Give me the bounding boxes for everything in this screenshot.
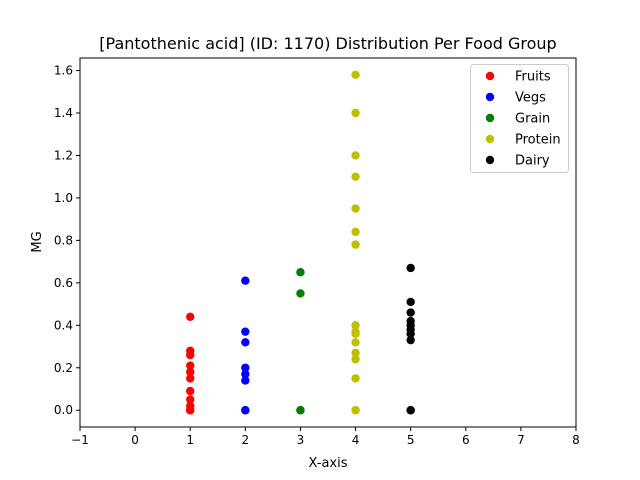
- legend-marker-vegs: [485, 92, 495, 102]
- legend-box: [470, 64, 569, 173]
- x-tick-label: 0: [131, 433, 139, 447]
- data-point-dairy: [406, 297, 415, 307]
- data-point-fruits: [186, 312, 195, 322]
- y-tick-label: 0.8: [54, 233, 73, 247]
- data-point-protein: [351, 338, 360, 347]
- data-point-dairy: [406, 316, 415, 326]
- legend-marker-grain: [485, 113, 495, 123]
- data-point-dairy: [406, 406, 415, 415]
- data-point-protein: [351, 240, 360, 249]
- data-point-protein: [351, 108, 360, 118]
- legend-marker-fruits: [485, 71, 495, 81]
- data-point-vegs: [241, 369, 250, 379]
- data-point-protein: [351, 374, 360, 383]
- chart-title: [Pantothenic acid] (ID: 1170) Distributi…: [99, 34, 556, 53]
- x-tick-label: 2: [242, 433, 250, 447]
- y-tick-label: 0.2: [54, 361, 73, 375]
- y-axis-ticks: 0.0 0.2 0.4 0.6 0.8 1.0 1.2 1.4 1.6: [54, 64, 80, 417]
- data-point-vegs: [241, 276, 250, 285]
- legend-label-fruits: Fruits: [515, 70, 551, 85]
- legend-label-protein: Protein: [515, 133, 561, 148]
- data-point-dairy: [406, 335, 415, 345]
- data-point-dairy: [406, 263, 415, 273]
- y-tick-label: 1.0: [54, 191, 73, 205]
- data-point-grain: [296, 268, 305, 277]
- data-point-fruits: [186, 361, 195, 370]
- x-axis-ticks: −1 0 1 2 3 4 5 6 7 8: [71, 427, 580, 447]
- x-axis-label: X-axis: [309, 456, 348, 471]
- data-point-dairy: [406, 308, 415, 317]
- x-tick-label: 5: [407, 433, 415, 447]
- legend-label-dairy: Dairy: [515, 154, 550, 169]
- data-point-fruits: [186, 367, 195, 377]
- legend: Fruits Vegs Grain Protein Dairy: [470, 64, 569, 173]
- x-tick-label: 3: [297, 433, 305, 447]
- legend-label-vegs: Vegs: [515, 91, 546, 106]
- y-tick-label: 1.4: [54, 106, 73, 120]
- data-point-protein: [351, 348, 360, 358]
- y-tick-label: 0.6: [54, 276, 73, 290]
- data-point-protein: [351, 172, 360, 181]
- y-tick-label: 1.2: [54, 148, 73, 162]
- data-point-protein: [351, 321, 360, 330]
- data-point-vegs: [241, 363, 250, 372]
- data-point-fruits: [186, 395, 195, 404]
- y-tick-label: 0.4: [54, 318, 73, 332]
- y-tick-label: 1.6: [54, 64, 73, 78]
- data-point-vegs: [241, 327, 250, 336]
- data-point-fruits: [186, 386, 195, 396]
- x-tick-label: 4: [352, 433, 360, 447]
- x-tick-label: 6: [462, 433, 470, 447]
- y-axis-label: MG: [30, 231, 45, 252]
- data-point-protein: [351, 151, 360, 160]
- x-tick-label: 8: [572, 433, 580, 447]
- data-point-protein: [351, 227, 360, 237]
- legend-label-grain: Grain: [515, 112, 550, 127]
- data-point-fruits: [186, 401, 195, 411]
- y-tick-label: 0.0: [54, 403, 73, 417]
- data-point-vegs: [241, 406, 250, 415]
- data-point-protein: [351, 327, 360, 336]
- x-tick-label: 7: [517, 433, 525, 447]
- data-point-fruits: [186, 346, 195, 355]
- data-point-fruits: [186, 374, 195, 383]
- data-point-protein: [351, 406, 360, 415]
- x-tick-label: 1: [186, 433, 194, 447]
- data-point-protein: [351, 204, 360, 213]
- data-point-grain: [296, 406, 305, 415]
- x-tick-label: −1: [71, 433, 89, 447]
- data-point-grain: [296, 289, 305, 298]
- legend-marker-dairy: [485, 155, 495, 165]
- data-point-protein: [351, 355, 360, 364]
- data-point-vegs: [241, 376, 250, 385]
- plot-area-frame: [79, 57, 577, 428]
- data-point-vegs: [241, 338, 250, 347]
- legend-marker-protein: [485, 134, 495, 144]
- scatter-points: [186, 70, 415, 415]
- data-point-protein: [351, 70, 360, 79]
